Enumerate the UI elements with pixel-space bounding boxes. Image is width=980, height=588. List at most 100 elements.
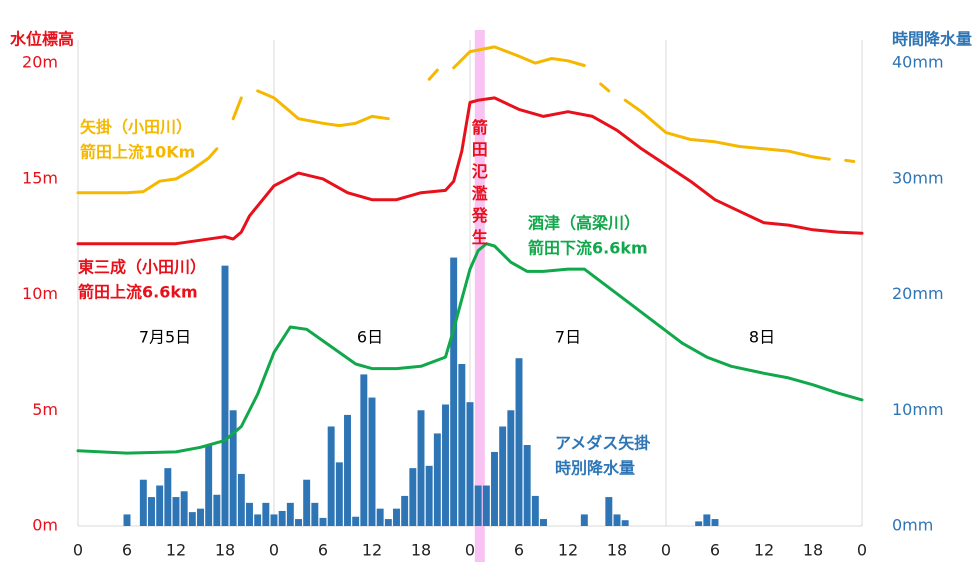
rain-bar [319,517,327,526]
rain-bar [188,512,196,526]
x-tick-label: 6 [514,541,524,560]
rain-bar [450,257,458,526]
day-label: 8日 [749,328,775,347]
rain-bar [507,410,515,526]
rain-bar [237,473,245,526]
rain-bar [295,519,302,526]
rain-bar [580,514,588,526]
y2-tick-label: 40mm [892,53,944,72]
day-label: 6日 [357,328,383,347]
x-tick-label: 0 [269,541,279,560]
x-tick-label: 0 [661,541,671,560]
x-tick-label: 6 [122,541,132,560]
series-label: 箭田上流10Km [80,143,195,162]
rain-bar [540,519,547,526]
rain-bar [523,445,531,526]
x-tick-label: 12 [754,541,774,560]
y-tick-label: 20m [22,53,58,72]
day-label: 7日 [555,328,581,347]
rain-bar [205,445,213,526]
rain-bar [466,402,474,526]
rain-bar [246,502,253,526]
rain-bar [417,410,425,526]
x-tick-label: 12 [166,541,186,560]
x-tick-label: 18 [607,541,627,560]
rain-bar [458,364,466,526]
series-label: 箭田上流6.6km [78,283,198,302]
x-tick-label: 6 [318,541,328,560]
rain-bar [156,485,164,526]
series-label: 箭田下流6.6km [528,239,648,258]
rain-bar [229,410,237,526]
rain-bar [344,414,351,526]
annotation-char: 氾 [472,162,488,181]
x-tick-label: 6 [710,541,720,560]
rain-bar [491,451,498,526]
rain-bar [303,479,311,526]
rain-bar [711,519,719,526]
rain-bar [703,514,711,526]
annotation-text: 箭田氾濫発生 [471,118,489,247]
y2-tick-label: 20mm [892,284,944,303]
rain-bar [376,508,384,526]
rain-bar [531,495,539,526]
day-label: 7月5日 [139,328,191,347]
x-tick-label: 12 [558,541,578,560]
rain-bar [164,468,172,526]
series-label: 東三成（小田川） [78,258,206,277]
rain-bar [197,508,204,526]
series-label: 矢掛（小田川） [80,118,192,137]
x-tick-label: 0 [73,541,83,560]
rain-bar [335,462,343,526]
rain-bar [401,495,409,526]
rain-bar [515,358,523,526]
rain-bar [139,479,147,526]
rain-bar [123,514,131,526]
x-tick-label: 18 [411,541,431,560]
rain-bar [278,510,286,526]
x-tick-label: 18 [803,541,823,560]
y2-axis-title: 時間降水量 [892,30,972,49]
rain-bar [384,519,392,526]
rain-bar [254,514,262,526]
y-tick-label: 5m [32,400,58,419]
rain-bar [605,497,613,526]
series-label: 酒津（高梁川） [528,214,640,233]
rain-bar [393,508,400,526]
annotation-char: 田 [472,140,488,159]
level-line [76,242,864,455]
annotation-char: 濫 [472,184,488,203]
rain-bar [425,465,433,526]
x-tick-label: 0 [857,541,867,560]
rain-bar [352,516,360,526]
x-tick-label: 12 [362,541,382,560]
annotation-char: 生 [472,228,488,247]
rain-bar [613,514,621,526]
level-line [76,45,856,195]
rain-bar [482,485,490,526]
rain-bar [433,433,441,526]
y2-tick-label: 10mm [892,400,944,419]
rain-bar [180,491,188,526]
annotation-char: 発 [471,206,489,225]
y2-tick-label: 30mm [892,168,944,187]
rain-bar [499,426,507,526]
rain-bar [442,404,449,526]
y2-tick-label: 0mm [892,516,933,535]
rain-bar [221,265,229,526]
x-tick-label: 18 [215,541,235,560]
y-tick-label: 10m [22,284,58,303]
flood-band [474,30,485,562]
annotation-char: 箭 [472,118,488,137]
rain-bar [148,497,155,526]
rain-bar [213,494,221,526]
y-tick-label: 0m [32,516,58,535]
rain-bar [409,468,417,526]
rain-bar [286,502,294,526]
rain-bar [327,426,335,526]
x-tick-label: 0 [465,541,475,560]
level-line [76,96,864,246]
rain-bar [262,502,270,526]
rain-bar [368,397,376,526]
